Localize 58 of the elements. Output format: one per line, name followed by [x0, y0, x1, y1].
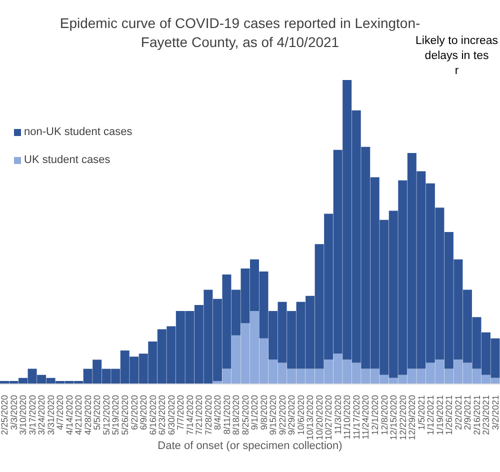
- x-tick-label: 2/2/2021: [453, 395, 464, 430]
- x-tick-label: 11/24/2020: [360, 395, 371, 440]
- x-tick-label: 1/5/2021: [416, 395, 426, 430]
- x-tick-label: 5/12/2020: [101, 395, 112, 436]
- x-tick-label: 9/8/2020: [258, 395, 269, 430]
- x-tick-label: 10/6/2020: [296, 395, 306, 436]
- legend-label: UK student cases: [24, 153, 110, 168]
- x-tick-label: 5/19/2020: [110, 395, 121, 436]
- x-tick-label: 12/8/2020: [379, 395, 390, 436]
- x-tick-label: 12/29/2020: [407, 395, 418, 440]
- x-tick-label: 1/12/2021: [426, 395, 436, 436]
- x-tick-label: 9/1/2020: [250, 395, 260, 430]
- x-tick-label: 10/27/2020: [324, 395, 334, 440]
- x-tick-label: 12/15/2020: [388, 395, 399, 440]
- x-tick-label: 8/25/2020: [240, 395, 250, 436]
- x-tick-label: 3/2/2021: [490, 395, 500, 430]
- x-tick-label: 6/23/2020: [157, 395, 168, 436]
- x-axis-title: Date of onset (or specimen collection): [156, 440, 344, 452]
- x-tick-label: 4/14/2020: [64, 395, 74, 436]
- x-tick-label: 12/22/2020: [398, 395, 408, 440]
- x-tick-label: 2/25/2020: [0, 395, 10, 436]
- x-tick-label: 9/29/2020: [286, 395, 297, 436]
- x-tick-label: 7/28/2020: [203, 395, 214, 436]
- x-tick-label: 11/10/2020: [342, 395, 352, 440]
- x-tick-label: 9/22/2020: [277, 395, 288, 436]
- x-tick-label: 11/17/2020: [351, 395, 362, 440]
- x-tick-label: 3/10/2020: [18, 395, 28, 436]
- x-tick-label: 12/1/2020: [370, 395, 380, 436]
- x-tick-label: 3/17/2020: [27, 395, 38, 436]
- x-tick-label: 8/18/2020: [231, 395, 242, 436]
- legend-label: non-UK student cases: [24, 125, 132, 140]
- x-tick-label: 1/26/2021: [444, 395, 454, 436]
- x-tick-label: 5/5/2020: [92, 395, 102, 430]
- x-tick-label: 10/13/2020: [305, 395, 316, 440]
- x-tick-label: 2/9/2021: [462, 395, 473, 430]
- x-tick-label: 5/26/2020: [120, 395, 130, 436]
- x-tick-label: 8/11/2020: [222, 395, 232, 434]
- x-tick-label: 9/15/2020: [268, 395, 278, 436]
- x-tick-label: 8/4/2020: [212, 395, 223, 430]
- x-tick-label: 2/16/2021: [472, 395, 482, 436]
- x-tick-label: 11/3/2020: [332, 395, 343, 434]
- x-tick-label: 6/30/2020: [166, 395, 176, 436]
- x-tick-label: 1/19/2021: [434, 395, 445, 436]
- x-tick-label: 7/14/2020: [184, 395, 195, 436]
- x-tick-label: 2/23/2021: [481, 395, 492, 436]
- x-tick-label: 3/24/2020: [36, 395, 47, 436]
- x-tick-label: 6/2/2020: [129, 395, 140, 430]
- x-tick-label: 10/20/2020: [314, 395, 324, 440]
- x-tick-label: 3/3/2020: [8, 395, 19, 430]
- x-tick-label: 7/7/2020: [176, 395, 186, 430]
- text: Likely to increas delays in tes r: [416, 34, 498, 79]
- x-tick-label: 7/21/2020: [194, 395, 204, 436]
- x-tick-label: 4/21/2020: [74, 395, 84, 436]
- x-tick-label: 6/16/2020: [148, 395, 158, 436]
- x-tick-label: 4/28/2020: [82, 395, 93, 436]
- x-tick-label: 4/7/2020: [55, 395, 66, 430]
- x-tick-label: 6/9/2020: [138, 395, 149, 430]
- x-tick-label: 3/31/2020: [46, 395, 56, 436]
